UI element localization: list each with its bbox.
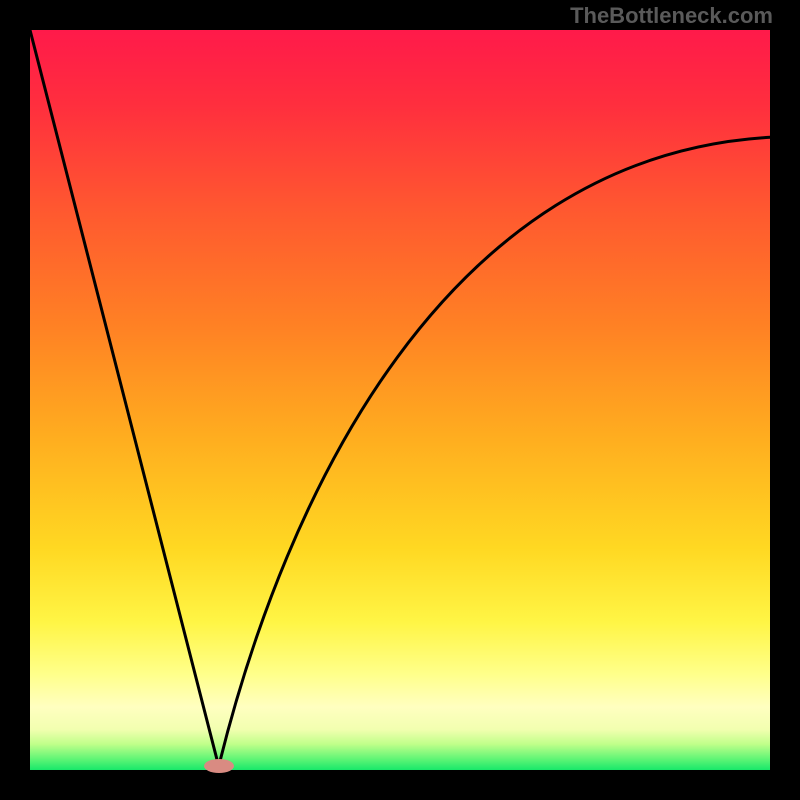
optimum-marker xyxy=(204,759,234,773)
chart-container: TheBottleneck.com xyxy=(0,0,800,800)
curve-path xyxy=(30,30,770,766)
watermark-text: TheBottleneck.com xyxy=(570,3,773,29)
bottleneck-curve xyxy=(30,30,770,770)
